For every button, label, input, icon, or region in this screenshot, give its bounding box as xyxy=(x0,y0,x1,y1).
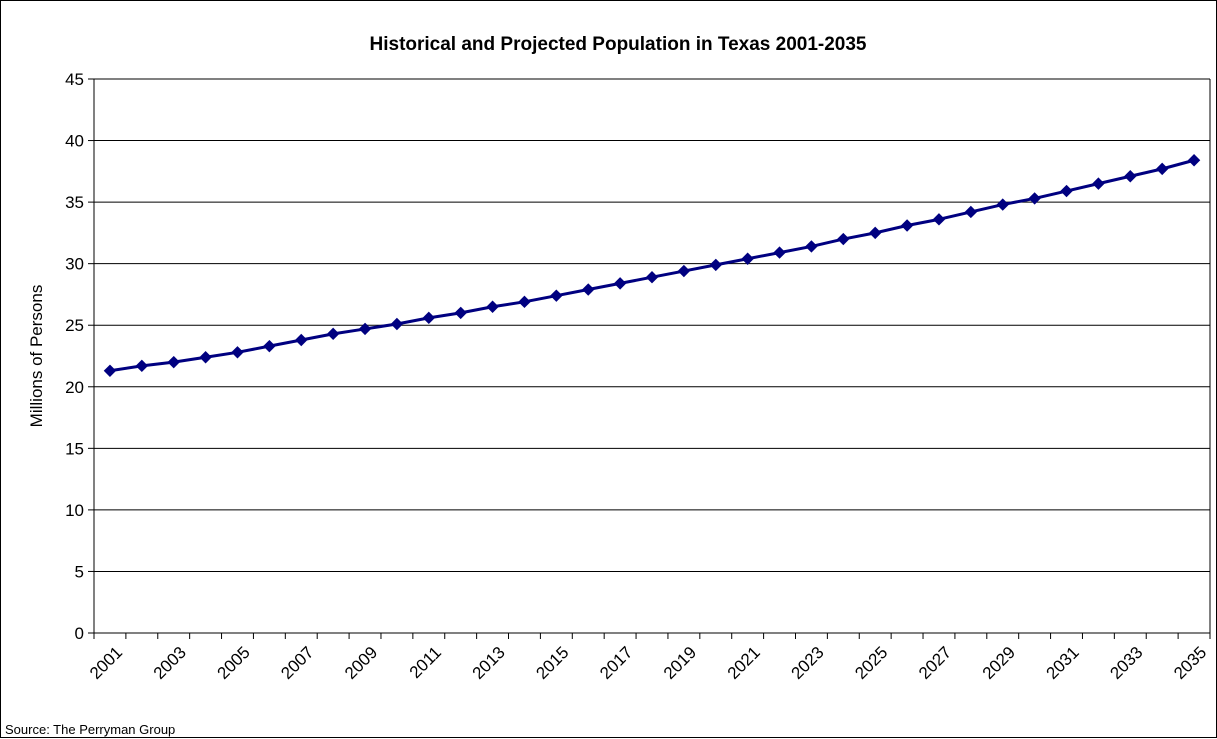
data-point-2033 xyxy=(1124,170,1137,183)
data-point-2021 xyxy=(741,252,754,265)
x-tick-label-2005: 2005 xyxy=(214,643,254,683)
x-tick-label-2015: 2015 xyxy=(532,643,572,683)
data-point-2031 xyxy=(1060,184,1073,198)
data-point-2012 xyxy=(454,306,467,320)
x-tick-label-2011: 2011 xyxy=(406,643,445,682)
data-point-2017 xyxy=(613,277,627,290)
y-tick-label-35: 35 xyxy=(65,193,84,212)
data-point-2022 xyxy=(773,246,786,259)
series-line xyxy=(109,158,1195,373)
x-tick-label-2017: 2017 xyxy=(596,643,636,683)
data-point-2013 xyxy=(486,300,499,313)
chart-title: Historical and Projected Population in T… xyxy=(370,34,867,55)
y-axis-label: Millions of Persons xyxy=(27,285,46,428)
data-point-2014 xyxy=(518,295,531,309)
x-tick-label-2031: 2031 xyxy=(1043,643,1083,683)
data-point-2035 xyxy=(1187,154,1201,167)
y-tick-labels: 0 5 10 15 20 25 30 35 40 45 xyxy=(65,70,84,643)
y-tick-label-30: 30 xyxy=(65,255,84,274)
data-point-2015 xyxy=(550,289,563,302)
x-tick-label-2035: 2035 xyxy=(1170,643,1210,683)
x-tick-label-2027: 2027 xyxy=(915,643,955,683)
data-point-2007 xyxy=(295,333,308,347)
data-point-2016 xyxy=(582,283,595,296)
data-point-2003 xyxy=(167,355,180,369)
x-tick-label-2029: 2029 xyxy=(979,643,1019,683)
data-point-2019 xyxy=(677,264,691,278)
data-point-2002 xyxy=(135,359,149,373)
x-tick-label-2007: 2007 xyxy=(277,643,317,683)
y-tick-label-45: 45 xyxy=(65,70,84,89)
data-point-2032 xyxy=(1092,177,1105,190)
y-tick-label-15: 15 xyxy=(65,439,84,458)
data-point-2005 xyxy=(231,346,244,359)
data-point-2010 xyxy=(390,317,404,331)
x-tick-label-2003: 2003 xyxy=(150,643,190,683)
data-point-2027 xyxy=(932,213,946,226)
y-tick-label-10: 10 xyxy=(65,501,84,520)
data-point-2030 xyxy=(1028,192,1041,205)
data-point-2008 xyxy=(326,327,340,341)
x-tick-label-2025: 2025 xyxy=(851,643,891,683)
gridlines xyxy=(94,78,1210,572)
data-point-2026 xyxy=(900,219,914,232)
series-population xyxy=(103,154,1201,377)
data-point-2009 xyxy=(358,322,372,336)
data-point-2028 xyxy=(964,205,978,219)
x-tick-label-2023: 2023 xyxy=(787,643,827,683)
data-point-2020 xyxy=(709,258,722,272)
y-tick-label-40: 40 xyxy=(65,132,84,151)
x-tick-label-2013: 2013 xyxy=(469,643,509,683)
data-point-2001 xyxy=(103,364,117,377)
y-tick-label-5: 5 xyxy=(75,562,84,581)
y-tick-label-25: 25 xyxy=(65,316,84,335)
data-point-2025 xyxy=(868,226,882,240)
x-tick-label-2021: 2021 xyxy=(724,643,764,683)
data-point-2029 xyxy=(996,198,1009,211)
data-point-2004 xyxy=(199,351,212,364)
data-point-2024 xyxy=(837,232,850,246)
x-tick-label-2033: 2033 xyxy=(1106,643,1146,683)
x-tick-label-2001: 2001 xyxy=(86,643,126,683)
x-tick-labels: 2001 2003 2005 2007 2009 2011 2013 2015 2017 2019… xyxy=(86,643,1210,683)
y-tick-label-0: 0 xyxy=(75,624,84,643)
source-note: Source: The Perryman Group xyxy=(5,722,176,737)
data-point-2023 xyxy=(805,240,818,253)
data-point-2018 xyxy=(645,271,659,284)
x-tick-label-2009: 2009 xyxy=(341,643,381,683)
data-point-2006 xyxy=(263,339,276,353)
data-point-2034 xyxy=(1155,162,1169,176)
axes xyxy=(88,78,1211,639)
x-tick-label-2019: 2019 xyxy=(660,643,700,683)
y-tick-label-20: 20 xyxy=(65,378,84,397)
data-point-2011 xyxy=(422,311,436,325)
